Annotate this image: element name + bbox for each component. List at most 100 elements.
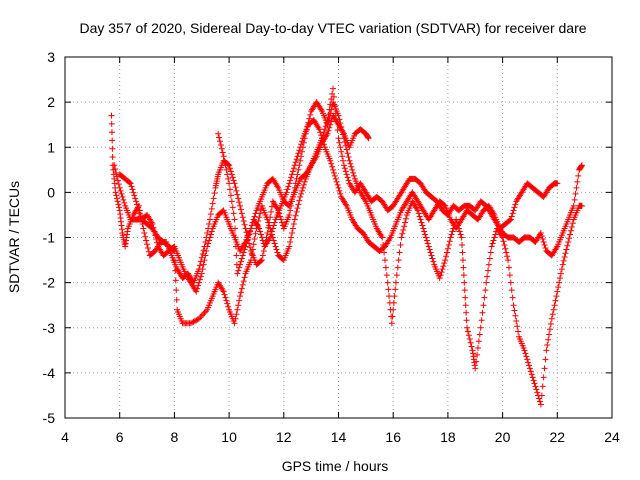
data-point bbox=[463, 309, 470, 316]
data-point bbox=[322, 123, 329, 130]
data-point bbox=[553, 293, 560, 300]
data-point bbox=[238, 255, 245, 262]
data-point bbox=[132, 195, 139, 202]
data-point bbox=[116, 184, 123, 191]
data-point bbox=[287, 239, 294, 246]
data-point bbox=[232, 315, 239, 322]
y-axis-label: SDTVAR / TECUs bbox=[6, 181, 22, 293]
data-point bbox=[172, 277, 179, 284]
data-point bbox=[258, 231, 265, 238]
data-point bbox=[572, 190, 579, 197]
data-point bbox=[475, 338, 482, 345]
data-point bbox=[500, 238, 507, 245]
data-point bbox=[574, 178, 581, 185]
data-point bbox=[343, 171, 350, 178]
data-point bbox=[173, 287, 180, 294]
data-point bbox=[333, 178, 340, 185]
data-point bbox=[227, 168, 234, 175]
data-point bbox=[391, 293, 398, 300]
data-point bbox=[386, 293, 393, 300]
data-point bbox=[225, 175, 232, 182]
data-point bbox=[460, 264, 467, 271]
data-point bbox=[565, 239, 572, 246]
x-tick-label: 16 bbox=[385, 429, 401, 445]
data-point bbox=[510, 207, 517, 214]
data-point bbox=[550, 306, 557, 313]
data-point bbox=[557, 275, 564, 282]
x-tick-label: 22 bbox=[550, 429, 566, 445]
data-point bbox=[525, 359, 532, 366]
data-point bbox=[529, 374, 536, 381]
data-point bbox=[217, 141, 224, 148]
data-point bbox=[199, 266, 206, 273]
data-point bbox=[421, 228, 428, 235]
data-point bbox=[173, 296, 180, 303]
data-point bbox=[297, 144, 304, 151]
data-point bbox=[512, 312, 519, 319]
x-tick-label: 6 bbox=[116, 429, 124, 445]
data-point bbox=[331, 102, 338, 109]
data-point bbox=[508, 213, 515, 220]
data-point bbox=[570, 202, 577, 209]
x-tick-label: 12 bbox=[276, 429, 292, 445]
data-point bbox=[546, 331, 553, 338]
data-point bbox=[111, 162, 118, 169]
data-point bbox=[428, 252, 435, 259]
data-point bbox=[196, 279, 203, 286]
y-tick-label: -5 bbox=[43, 410, 56, 426]
data-point bbox=[206, 216, 213, 223]
data-point bbox=[335, 135, 342, 142]
data-point bbox=[417, 216, 424, 223]
data-point bbox=[440, 263, 447, 270]
data-point bbox=[521, 347, 528, 354]
data-point bbox=[337, 144, 344, 151]
data-point bbox=[115, 181, 122, 188]
data-point bbox=[258, 257, 265, 264]
data-point bbox=[485, 261, 492, 268]
data-point bbox=[288, 174, 295, 181]
data-point bbox=[206, 237, 213, 244]
data-point bbox=[509, 294, 516, 301]
data-point bbox=[151, 228, 158, 235]
data-point bbox=[299, 184, 306, 191]
data-point bbox=[272, 243, 279, 250]
data-point bbox=[578, 162, 585, 169]
data-point bbox=[402, 215, 409, 222]
data-point bbox=[247, 257, 254, 264]
data-point bbox=[245, 234, 252, 241]
data-point bbox=[283, 189, 290, 196]
x-tick-label: 10 bbox=[221, 429, 237, 445]
data-point bbox=[241, 221, 248, 228]
data-point bbox=[492, 231, 499, 238]
data-point bbox=[231, 320, 238, 327]
data-point bbox=[558, 266, 565, 273]
data-point bbox=[415, 210, 422, 217]
data-point bbox=[509, 210, 516, 217]
data-point bbox=[442, 257, 449, 264]
data-point bbox=[547, 320, 554, 327]
data-point bbox=[438, 269, 445, 276]
data-point bbox=[482, 287, 489, 294]
data-point bbox=[447, 234, 454, 241]
data-point bbox=[321, 126, 328, 133]
data-point bbox=[295, 150, 302, 157]
data-point bbox=[365, 135, 372, 142]
y-tick-label: -1 bbox=[43, 230, 56, 246]
data-point bbox=[575, 172, 582, 179]
data-point bbox=[258, 234, 265, 241]
data-point bbox=[340, 162, 347, 169]
data-point bbox=[559, 261, 566, 268]
data-point bbox=[476, 331, 483, 338]
data-point bbox=[222, 294, 229, 301]
data-point bbox=[328, 118, 335, 125]
data-point bbox=[289, 225, 296, 232]
data-point bbox=[474, 345, 481, 352]
data-point bbox=[152, 232, 159, 239]
data-point bbox=[323, 120, 330, 127]
data-point bbox=[334, 126, 341, 133]
data-point bbox=[506, 272, 513, 279]
data-point bbox=[329, 90, 336, 97]
data-point bbox=[257, 228, 264, 235]
data-point bbox=[128, 183, 135, 190]
